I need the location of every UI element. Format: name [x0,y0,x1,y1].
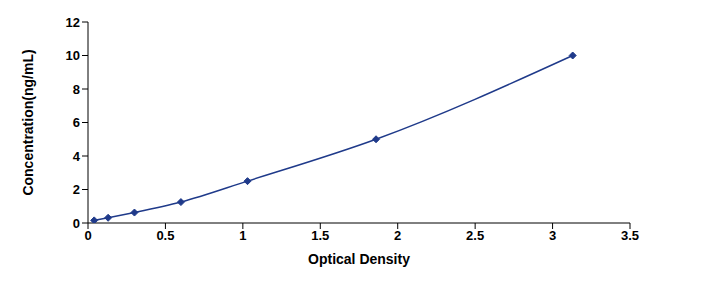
svg-text:Optical Density: Optical Density [308,251,410,267]
svg-text:Concentration(ng/mL): Concentration(ng/mL) [20,49,36,195]
svg-text:2.5: 2.5 [466,228,484,243]
svg-text:1: 1 [239,228,246,243]
svg-text:0: 0 [73,216,80,231]
svg-text:0: 0 [84,228,91,243]
svg-text:1.5: 1.5 [311,228,329,243]
svg-text:12: 12 [66,15,80,30]
svg-text:3: 3 [549,228,556,243]
svg-text:2: 2 [73,182,80,197]
svg-text:0.5: 0.5 [156,228,174,243]
svg-text:4: 4 [73,149,81,164]
svg-text:8: 8 [73,82,80,97]
svg-text:10: 10 [66,48,80,63]
svg-text:6: 6 [73,115,80,130]
svg-text:2: 2 [394,228,401,243]
svg-text:3.5: 3.5 [621,228,639,243]
